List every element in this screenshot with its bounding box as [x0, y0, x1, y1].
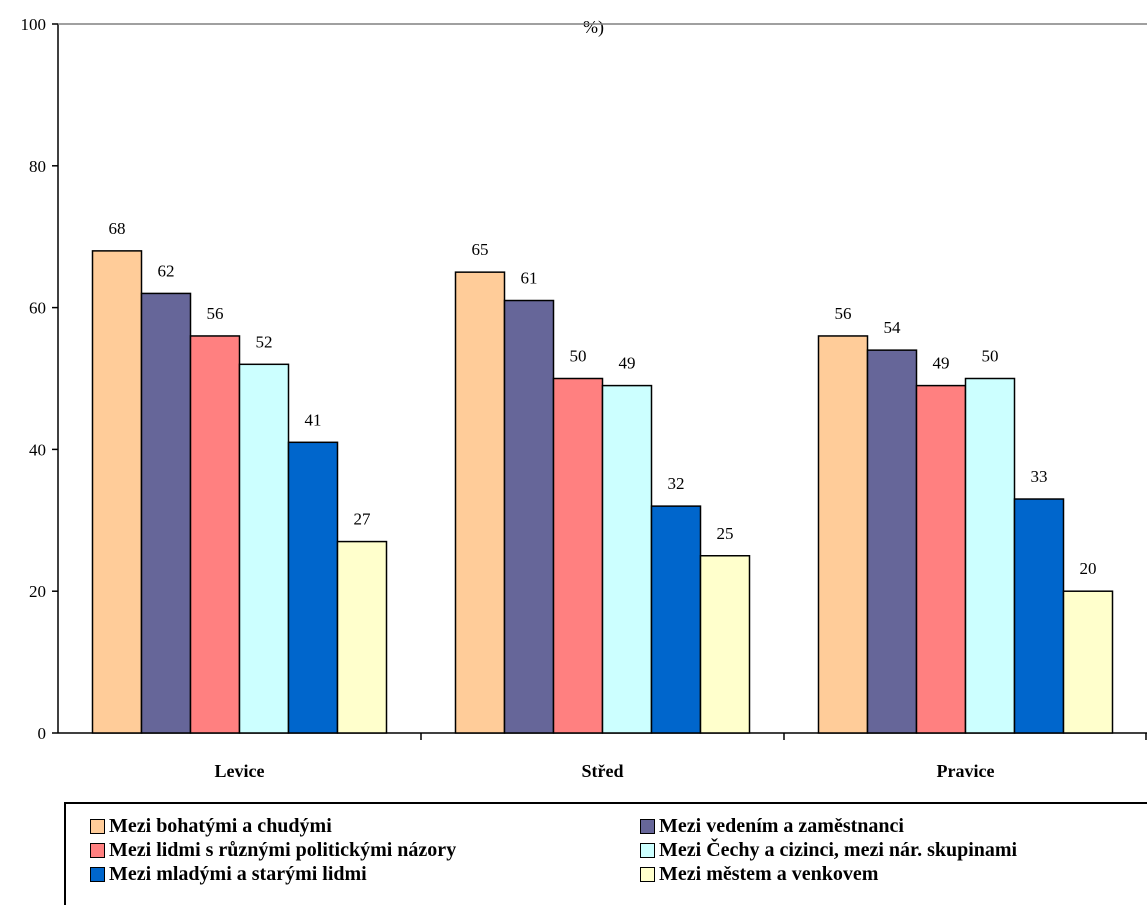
data-label: 20 [1080, 559, 1097, 578]
legend-item: Mezi Čechy a cizinci, mezi nár. skupinam… [640, 838, 1017, 862]
bar [287, 441, 339, 734]
category-label: Levice [215, 761, 265, 781]
legend-swatch [640, 866, 655, 882]
y-tick-label: 60 [29, 299, 46, 318]
data-label: 33 [1031, 467, 1048, 486]
bar [650, 505, 702, 734]
bar [866, 349, 918, 734]
legend-item: Mezi vedením a zaměstnanci [640, 814, 904, 838]
legend-item: Mezi lidmi s různými politickými názory [90, 838, 456, 862]
legend-item: Mezi bohatými a chudými [90, 814, 332, 838]
bar [964, 377, 1016, 734]
legend-swatch [640, 818, 655, 834]
data-label: 49 [933, 354, 950, 373]
bar [189, 335, 241, 734]
legend-label: Mezi mladými a starými lidmi [109, 862, 367, 885]
bar [336, 540, 388, 734]
data-label: 62 [158, 261, 175, 280]
bar [601, 384, 653, 734]
data-label: 52 [256, 332, 273, 351]
bar [238, 363, 290, 734]
legend-label: Mezi vedením a zaměstnanci [659, 814, 904, 837]
y-tick-label: 40 [29, 440, 46, 459]
y-tick-label: 20 [29, 582, 46, 601]
bar [699, 555, 751, 734]
legend-swatch [90, 818, 105, 834]
category-label: Střed [582, 761, 624, 781]
data-label: 25 [717, 524, 734, 543]
data-label: 50 [570, 347, 587, 366]
bar [140, 292, 192, 734]
data-label: 50 [982, 347, 999, 366]
data-label: 68 [109, 219, 126, 238]
legend-swatch [90, 842, 105, 858]
data-label: 49 [619, 354, 636, 373]
legend: Mezi bohatými a chudými Mezi vedením a za… [64, 802, 1147, 905]
bar-chart: %) 0 20 40 60 80 100 68 62 56 52 41 27 Levice 65 61 50 4… [21, 15, 1147, 781]
bar [915, 384, 967, 734]
category-label: Pravice [937, 761, 995, 781]
bar [91, 250, 143, 734]
data-label: 41 [305, 410, 322, 429]
bar [817, 335, 869, 734]
bar [552, 377, 604, 734]
bar [1062, 590, 1114, 734]
bar [1013, 498, 1065, 734]
legend-item: Mezi mladými a starými lidmi [90, 862, 367, 886]
legend-swatch [640, 842, 655, 858]
y-tick-label: 80 [29, 157, 46, 176]
legend-label: Mezi lidmi s různými politickými názory [109, 838, 457, 861]
data-label: 54 [884, 318, 902, 337]
data-label: 65 [472, 240, 489, 259]
legend-item: Mezi městem a venkovem [640, 862, 878, 886]
legend-label: Mezi městem a venkovem [659, 862, 879, 885]
chart-title: %) [583, 17, 604, 38]
legend-label: Mezi bohatými a chudými [109, 814, 332, 837]
y-tick-label: 0 [38, 724, 47, 743]
data-label: 32 [668, 474, 685, 493]
legend-swatch [90, 866, 105, 882]
labels: 0 20 40 60 80 100 68 62 56 52 41 27 Levice 65 61 50 49 32… [21, 15, 1097, 781]
data-label: 27 [354, 510, 372, 529]
bars [91, 250, 1114, 734]
bar [503, 299, 555, 734]
data-label: 61 [521, 269, 538, 288]
data-label: 56 [835, 304, 852, 323]
y-tick-label: 100 [21, 15, 47, 34]
data-label: 56 [207, 304, 224, 323]
bar [454, 271, 506, 734]
legend-label: Mezi Čechy a cizinci, mezi nár. skupinam… [659, 838, 1018, 861]
